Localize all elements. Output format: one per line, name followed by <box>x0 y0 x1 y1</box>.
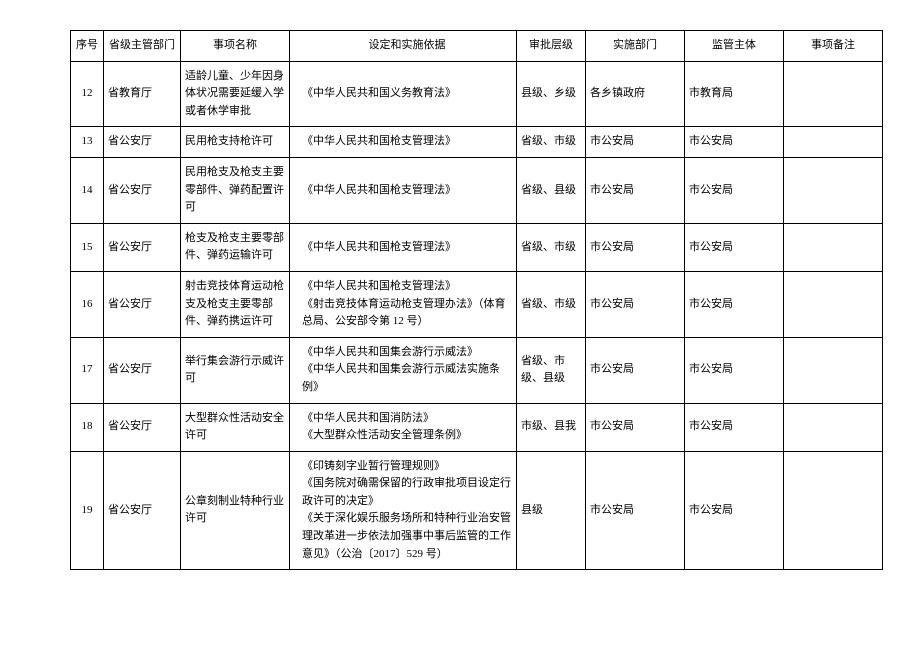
header-remark: 事项备注 <box>784 31 883 62</box>
cell-seq: 12 <box>71 61 104 127</box>
cell-seq: 13 <box>71 127 104 158</box>
cell-super: 市公安局 <box>685 337 784 403</box>
cell-super: 市公安局 <box>685 403 784 451</box>
header-dept: 省级主管部门 <box>104 31 181 62</box>
admin-items-table: 序号 省级主管部门 事项名称 设定和实施依据 审批层级 实施部门 监管主体 事项… <box>70 30 883 570</box>
cell-basis: 《中华人民共和国枪支管理法》 <box>290 223 517 271</box>
header-impl: 实施部门 <box>586 31 685 62</box>
header-super: 监管主体 <box>685 31 784 62</box>
cell-level: 县级、乡级 <box>517 61 586 127</box>
table-row: 14省公安厅民用枪支及枪支主要零部件、弹药配置许可《中华人民共和国枪支管理法》省… <box>71 157 883 223</box>
cell-remark <box>784 61 883 127</box>
cell-super: 市公安局 <box>685 127 784 158</box>
cell-dept: 省公安厅 <box>104 271 181 337</box>
table-header-row: 序号 省级主管部门 事项名称 设定和实施依据 审批层级 实施部门 监管主体 事项… <box>71 31 883 62</box>
cell-impl: 市公安局 <box>586 223 685 271</box>
cell-impl: 各乡镇政府 <box>586 61 685 127</box>
cell-impl: 市公安局 <box>586 451 685 570</box>
cell-basis: 《中华人民共和国枪支管理法》《射击竞技体育运动枪支管理办法》（体育总局、公安部令… <box>290 271 517 337</box>
table-row: 12省教育厅适龄儿童、少年因身体状况需要延缓入学或者休学审批《中华人民共和国义务… <box>71 61 883 127</box>
header-name: 事项名称 <box>181 31 290 62</box>
cell-name: 射击竞技体育运动枪支及枪支主要零部件、弹药携运许可 <box>181 271 290 337</box>
cell-super: 市公安局 <box>685 157 784 223</box>
cell-seq: 16 <box>71 271 104 337</box>
table-row: 17省公安厅举行集会游行示威许可《中华人民共和国集会游行示威法》《中华人民共和国… <box>71 337 883 403</box>
cell-seq: 18 <box>71 403 104 451</box>
cell-level: 省级、市级 <box>517 127 586 158</box>
cell-level: 省级、市级 <box>517 271 586 337</box>
cell-impl: 市公安局 <box>586 157 685 223</box>
table-row: 15省公安厅枪支及枪支主要零部件、弹药运输许可《中华人民共和国枪支管理法》省级、… <box>71 223 883 271</box>
cell-level: 市级、县我 <box>517 403 586 451</box>
cell-impl: 市公安局 <box>586 127 685 158</box>
header-basis: 设定和实施依据 <box>290 31 517 62</box>
cell-basis: 《中华人民共和国义务教育法》 <box>290 61 517 127</box>
cell-basis: 《中华人民共和国枪支管理法》 <box>290 157 517 223</box>
table-row: 16省公安厅射击竞技体育运动枪支及枪支主要零部件、弹药携运许可《中华人民共和国枪… <box>71 271 883 337</box>
cell-basis: 《中华人民共和国消防法》《大型群众性活动安全管理条例》 <box>290 403 517 451</box>
cell-seq: 17 <box>71 337 104 403</box>
cell-remark <box>784 337 883 403</box>
cell-remark <box>784 223 883 271</box>
cell-dept: 省公安厅 <box>104 451 181 570</box>
cell-super: 市公安局 <box>685 271 784 337</box>
cell-dept: 省公安厅 <box>104 127 181 158</box>
cell-seq: 19 <box>71 451 104 570</box>
cell-dept: 省公安厅 <box>104 223 181 271</box>
cell-impl: 市公安局 <box>586 403 685 451</box>
cell-name: 枪支及枪支主要零部件、弹药运输许可 <box>181 223 290 271</box>
cell-remark <box>784 451 883 570</box>
header-level: 审批层级 <box>517 31 586 62</box>
cell-level: 省级、市级 <box>517 223 586 271</box>
cell-remark <box>784 127 883 158</box>
cell-name: 民用枪支持枪许可 <box>181 127 290 158</box>
cell-dept: 省教育厅 <box>104 61 181 127</box>
cell-name: 大型群众性活动安全许可 <box>181 403 290 451</box>
cell-name: 适龄儿童、少年因身体状况需要延缓入学或者休学审批 <box>181 61 290 127</box>
cell-level: 省级、县级 <box>517 157 586 223</box>
cell-remark <box>784 271 883 337</box>
cell-dept: 省公安厅 <box>104 337 181 403</box>
cell-remark <box>784 157 883 223</box>
cell-super: 市教育局 <box>685 61 784 127</box>
cell-dept: 省公安厅 <box>104 403 181 451</box>
cell-super: 市公安局 <box>685 451 784 570</box>
cell-remark <box>784 403 883 451</box>
cell-name: 公章刻制业特种行业许可 <box>181 451 290 570</box>
table-body: 12省教育厅适龄儿童、少年因身体状况需要延缓入学或者休学审批《中华人民共和国义务… <box>71 61 883 570</box>
cell-seq: 14 <box>71 157 104 223</box>
cell-level: 省级、市级、县级 <box>517 337 586 403</box>
table-row: 19省公安厅公章刻制业特种行业许可《印铸刻字业暂行管理规则》《国务院对确需保留的… <box>71 451 883 570</box>
cell-seq: 15 <box>71 223 104 271</box>
cell-name: 民用枪支及枪支主要零部件、弹药配置许可 <box>181 157 290 223</box>
table-row: 13省公安厅民用枪支持枪许可《中华人民共和国枪支管理法》省级、市级市公安局市公安… <box>71 127 883 158</box>
cell-basis: 《中华人民共和国枪支管理法》 <box>290 127 517 158</box>
cell-basis: 《印铸刻字业暂行管理规则》《国务院对确需保留的行政审批项目设定行政许可的决定》《… <box>290 451 517 570</box>
cell-basis: 《中华人民共和国集会游行示威法》《中华人民共和国集会游行示威法实施条例》 <box>290 337 517 403</box>
cell-super: 市公安局 <box>685 223 784 271</box>
cell-impl: 市公安局 <box>586 337 685 403</box>
header-seq: 序号 <box>71 31 104 62</box>
cell-level: 县级 <box>517 451 586 570</box>
cell-impl: 市公安局 <box>586 271 685 337</box>
cell-dept: 省公安厅 <box>104 157 181 223</box>
cell-name: 举行集会游行示威许可 <box>181 337 290 403</box>
table-row: 18省公安厅大型群众性活动安全许可《中华人民共和国消防法》《大型群众性活动安全管… <box>71 403 883 451</box>
